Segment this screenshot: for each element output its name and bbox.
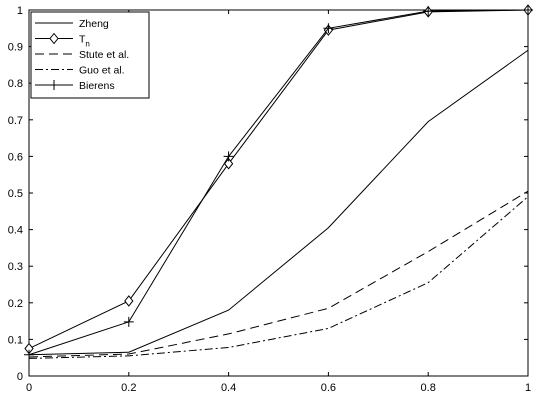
x-tick-label: 0.8 (421, 382, 436, 394)
data-point-bierens (223, 151, 234, 162)
x-tick-label: 0.6 (321, 382, 336, 394)
series-bierens (24, 5, 533, 360)
y-tick-label: 0 (17, 371, 23, 383)
data-point-t (223, 157, 234, 170)
series-line-guo-et-al (28, 196, 529, 359)
series-line-t (28, 9, 529, 350)
legend-label-guo-et-al: Guo et al. (79, 65, 125, 77)
series-line-stute-et-al (28, 190, 529, 358)
series-t (24, 4, 533, 355)
series-zheng (28, 49, 529, 356)
series-line-bierens (28, 9, 529, 356)
legend-label-stute-et-al: Stute et al. (79, 49, 129, 61)
data-point-t (124, 295, 134, 307)
data-point-bierens (423, 6, 434, 17)
x-tick-label: 1 (525, 382, 531, 394)
data-point-bierens (24, 349, 34, 360)
series-layer (24, 4, 533, 360)
data-point-bierens (523, 5, 533, 15)
series-stute-et-al (28, 190, 529, 358)
legend-label-subscript: n (85, 40, 89, 49)
y-tick-label: 0.8 (8, 78, 23, 90)
legend-marker-bierens (49, 80, 59, 90)
y-tick-label: 0.9 (8, 42, 23, 54)
y-tick-label: 0.7 (8, 115, 23, 127)
x-tick-label: 0.2 (121, 382, 136, 394)
legend-box (30, 11, 150, 99)
y-axis: 0 0.1 0.2 0.3 0.4 0.5 0.6 0.7 0.8 0.9 1 (8, 5, 528, 383)
y-tick-label: 0.5 (8, 188, 23, 200)
legend-label-t: Tn (79, 34, 90, 49)
y-tick-label: 0.1 (8, 334, 23, 346)
x-tick-label: 0 (26, 382, 32, 394)
y-tick-label: 0.6 (8, 151, 23, 163)
y-tick-label: 0.2 (8, 298, 23, 310)
series-line-zheng (28, 49, 529, 356)
legend-label-zheng: Zheng (79, 18, 109, 30)
y-tick-label: 1 (17, 5, 23, 17)
series-guo-et-al (28, 196, 529, 359)
y-tick-label: 0.4 (8, 225, 23, 237)
y-tick-label: 0.3 (8, 261, 23, 273)
data-point-bierens (323, 23, 334, 34)
x-tick-label: 0.4 (221, 382, 236, 394)
legend-label-bierens: Bierens (79, 80, 115, 92)
data-point-bierens (123, 316, 134, 327)
legend-marker-t (49, 32, 59, 45)
